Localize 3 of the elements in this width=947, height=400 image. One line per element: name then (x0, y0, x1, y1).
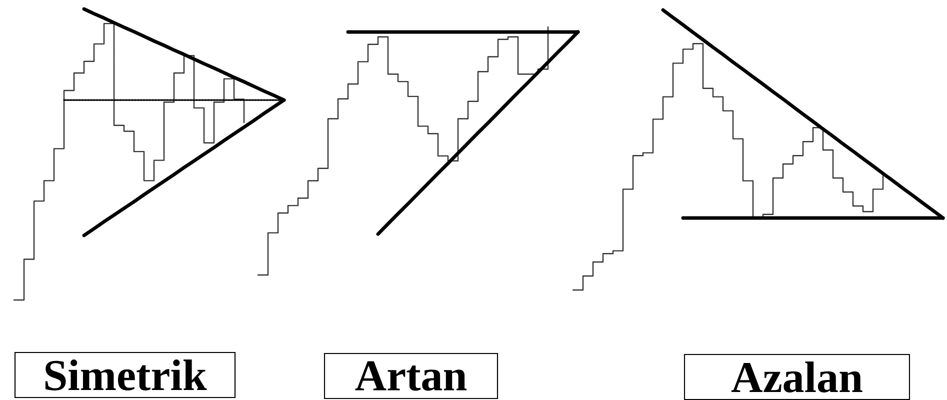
text: Azalan (731, 362, 862, 392)
text: Simetrik (45, 360, 207, 390)
text: Artan (355, 361, 467, 391)
